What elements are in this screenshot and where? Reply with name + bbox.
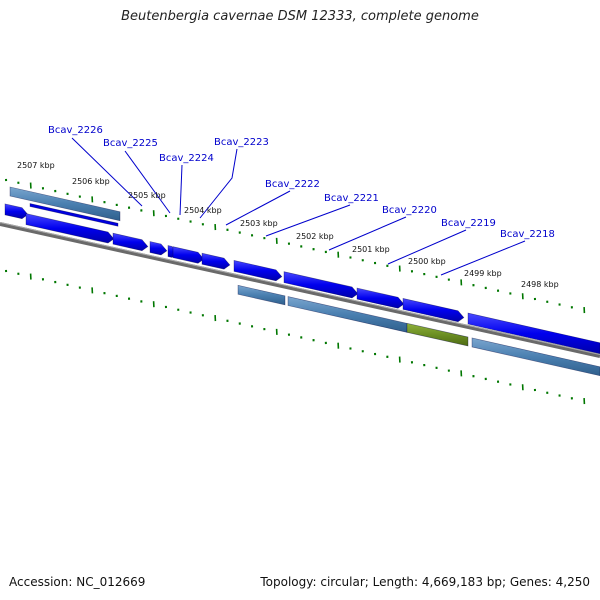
kbp-scale-label: 2505 kbp xyxy=(128,191,166,200)
genome-backbone-highlight xyxy=(0,222,600,355)
gene-callout-line xyxy=(225,190,291,226)
gene-label[interactable]: Bcav_2219 xyxy=(441,218,496,229)
gene-label[interactable]: Bcav_2225 xyxy=(103,138,158,149)
gene-arrow[interactable] xyxy=(201,252,231,270)
gene-arrow[interactable] xyxy=(233,260,283,282)
genome-title: Beutenbergia cavernae DSM 12333, complet… xyxy=(121,9,479,24)
gene-strip[interactable] xyxy=(29,203,119,227)
gene-arrow[interactable] xyxy=(172,246,205,264)
gene-callout-line xyxy=(440,240,526,276)
gene-callout-line xyxy=(199,148,238,219)
gene-label[interactable]: Bcav_2218 xyxy=(500,229,555,240)
kbp-scale-label: 2504 kbp xyxy=(184,206,222,215)
gene-label[interactable]: Bcav_2224 xyxy=(159,153,214,164)
kbp-scale-label: 2503 kbp xyxy=(240,219,278,228)
kbp-scale-label: 2501 kbp xyxy=(352,245,390,254)
gene-arrow[interactable] xyxy=(112,232,149,252)
kbp-scale-label: 2506 kbp xyxy=(72,177,110,186)
accession-label: Accession: NC_012669 xyxy=(9,575,146,589)
gene-arrow[interactable] xyxy=(25,213,115,244)
kbp-scale-label: 2498 kbp xyxy=(521,280,559,289)
genome-backbone xyxy=(0,222,600,358)
gene-label[interactable]: Bcav_2223 xyxy=(214,137,269,148)
gene-callout-line xyxy=(328,216,407,251)
gene-callout-line xyxy=(71,137,143,207)
gene-label[interactable]: Bcav_2220 xyxy=(382,205,437,216)
kbp-scale-label: 2500 kbp xyxy=(408,257,446,266)
cds-segment[interactable] xyxy=(237,284,286,306)
kbp-scale-label: 2499 kbp xyxy=(464,269,502,278)
gene-arrow[interactable] xyxy=(356,287,405,309)
gene-label[interactable]: Bcav_2226 xyxy=(48,125,103,136)
gene-callout-line xyxy=(179,164,183,216)
cds-segment-alt[interactable] xyxy=(406,322,469,347)
kbp-scale-label: 2502 kbp xyxy=(296,232,334,241)
gene-callout-line xyxy=(124,150,171,214)
cds-segment[interactable] xyxy=(471,337,600,377)
gene-arrow[interactable] xyxy=(149,241,168,256)
gene-arrow[interactable] xyxy=(4,203,29,220)
cds-segment[interactable] xyxy=(9,186,121,222)
gene-label[interactable]: Bcav_2221 xyxy=(324,193,379,204)
gene-callout-line xyxy=(387,229,467,265)
gene-arrow[interactable] xyxy=(467,312,600,355)
kbp-scale-label: 2507 kbp xyxy=(17,161,55,170)
genome-info-label: Topology: circular; Length: 4,669,183 bp… xyxy=(260,575,590,589)
gene-label[interactable]: Bcav_2222 xyxy=(265,179,320,190)
gene-arrow[interactable] xyxy=(283,271,359,299)
gene-callout-line xyxy=(265,204,351,237)
gene-arrow[interactable] xyxy=(402,298,465,323)
